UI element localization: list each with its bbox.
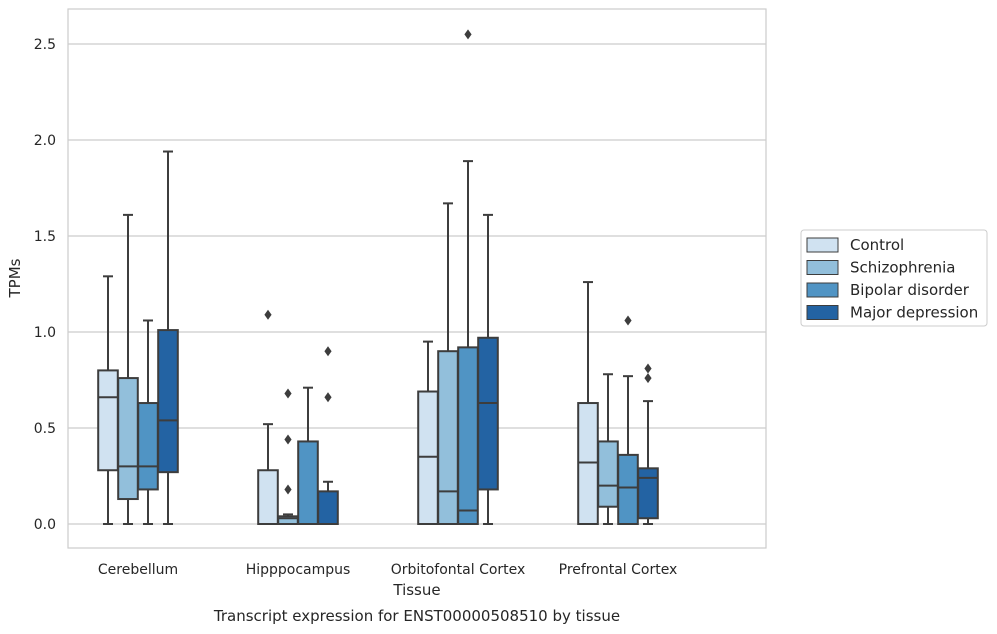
chart-caption: Transcript expression for ENST0000050851… xyxy=(213,607,620,625)
box-body xyxy=(457,346,479,525)
box-bipolar-disorder xyxy=(617,315,639,526)
y-tick-label: 0.5 xyxy=(34,421,56,437)
outlier-point xyxy=(324,392,332,403)
outlier-point xyxy=(284,388,292,399)
box-body xyxy=(597,440,619,508)
box-body xyxy=(637,467,659,520)
x-tick-label: Cerebellum xyxy=(98,562,178,578)
legend-label: Schizophrenia xyxy=(850,259,955,277)
box-body xyxy=(157,329,179,474)
outlier-point xyxy=(624,315,632,326)
outlier-point xyxy=(644,373,652,384)
box-body xyxy=(137,402,159,491)
legend-swatch xyxy=(806,260,839,275)
legend-swatch xyxy=(806,282,839,298)
y-tick-label: 0.0 xyxy=(34,517,56,533)
box-schizophrenia xyxy=(117,213,139,525)
outlier-point xyxy=(324,346,332,357)
y-tick-labels: 0.0 0.5 1.0 1.5 2.0 2.5 xyxy=(34,37,56,533)
box-body xyxy=(437,350,459,526)
legend-swatch xyxy=(806,237,839,253)
y-tick-label: 2.0 xyxy=(34,133,56,149)
box-body xyxy=(617,453,639,526)
box-control xyxy=(257,309,279,525)
legend-label: Control xyxy=(850,236,904,254)
box-schizophrenia xyxy=(277,388,299,526)
y-axis-title: TPMs xyxy=(6,258,24,298)
outlier-point xyxy=(264,309,272,320)
outlier-point xyxy=(284,484,292,495)
x-tick-label: Orbitofontal Cortex xyxy=(391,562,526,578)
box-schizophrenia xyxy=(437,202,459,526)
x-tick-label: Prefrontal Cortex xyxy=(559,562,678,578)
box-major-depression xyxy=(157,150,179,525)
box-major-depression xyxy=(637,363,659,525)
box-body xyxy=(297,440,319,525)
box-bipolar-disorder xyxy=(297,386,319,525)
x-tick-label: Hipppocampus xyxy=(246,562,351,578)
box-schizophrenia xyxy=(597,373,619,525)
box-bipolar-disorder xyxy=(457,29,479,525)
boxes xyxy=(97,29,659,526)
outlier-point xyxy=(284,434,292,445)
x-tick-labels: Cerebellum Hipppocampus Orbitofontal Corte… xyxy=(98,562,677,578)
box-body xyxy=(477,336,499,491)
box-control xyxy=(577,281,599,526)
outlier-point xyxy=(644,363,652,374)
y-tick-label: 1.0 xyxy=(34,325,56,341)
legend-label: Major depression xyxy=(850,304,978,322)
box-body xyxy=(97,369,119,472)
legend: Control Schizophrenia Bipolar disorder Majo… xyxy=(800,229,988,327)
box-body xyxy=(257,469,279,525)
legend-frame xyxy=(800,229,988,327)
box-major-depression xyxy=(317,346,339,525)
box-body xyxy=(117,377,139,501)
box-control xyxy=(417,340,439,525)
y-tick-label: 1.5 xyxy=(34,229,56,245)
plot-area-frame xyxy=(67,8,767,549)
box-body xyxy=(317,490,339,525)
box-control xyxy=(97,275,119,525)
box-bipolar-disorder xyxy=(137,319,159,525)
legend-swatch xyxy=(806,305,839,320)
outlier-point xyxy=(464,29,472,40)
x-axis-title: Tissue xyxy=(392,581,440,599)
box-major-depression xyxy=(477,213,499,525)
legend-label: Bipolar disorder xyxy=(850,281,970,299)
y-tick-label: 2.5 xyxy=(34,37,56,53)
